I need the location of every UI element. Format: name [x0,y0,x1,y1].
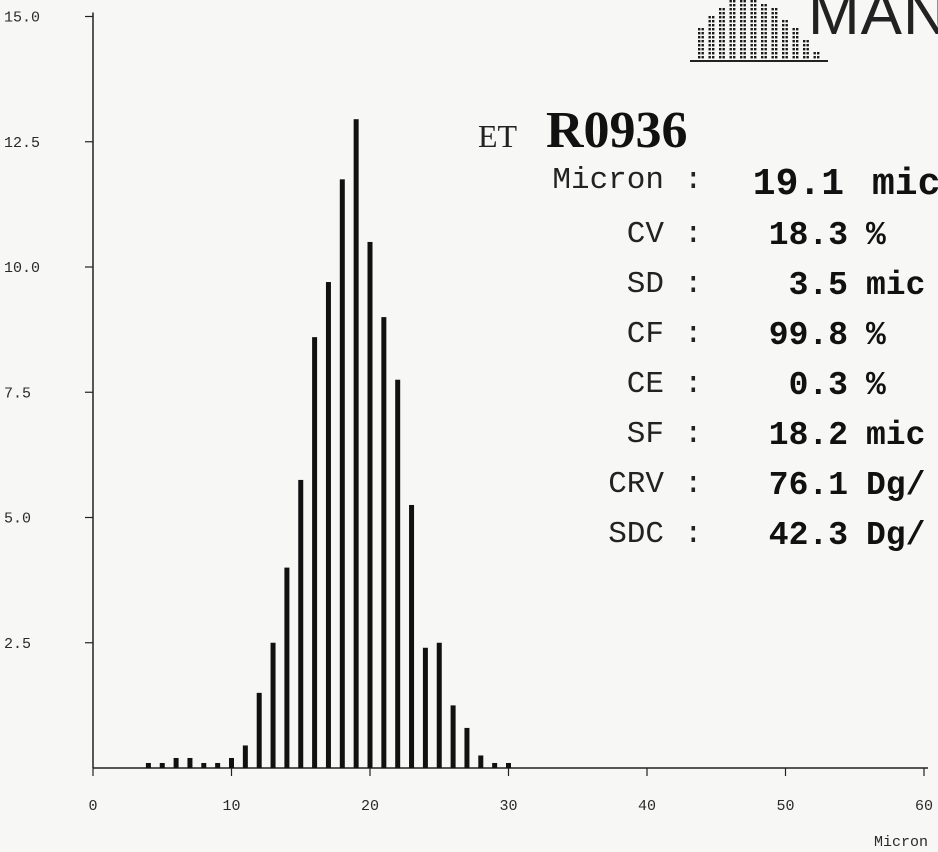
histogram-bar [339,179,345,768]
stat-unit: mic [872,163,938,206]
stat-unit: mic [866,417,926,454]
histogram-bar [395,379,401,768]
histogram-bar [145,762,151,768]
stat-colon: : [684,163,703,198]
stat-unit: % [866,317,886,354]
histogram-bar [270,642,276,768]
stat-value: 3.5 [788,267,848,304]
histogram-bar [381,317,387,768]
stat-colon: : [684,267,703,302]
x-axis: 0 10 20 30 40 50 60 [88,767,933,815]
y-axis: 2.5 5.0 7.5 10.0 12.5 15.0 [4,10,94,768]
x-tick-label: 20 [361,798,379,815]
stat-label: Micron [552,163,664,198]
x-tick-label: 40 [638,798,656,815]
histogram-bar [173,757,179,768]
stat-unit: Dg/ [866,517,926,554]
histogram-bar [436,642,442,768]
y-tick-label: 10.0 [4,260,40,277]
stat-unit: % [866,217,886,254]
histogram-bar [353,119,359,768]
stat-label: CE [626,367,664,402]
histogram-bar [492,762,498,768]
logo-text: MAN [808,0,938,48]
histogram-bar [298,479,304,768]
histogram-bar [242,745,248,768]
histogram-bar [215,762,221,768]
x-tick-label: 30 [499,798,517,815]
stat-colon: : [684,517,703,552]
stat-label: SD [626,267,664,302]
x-tick-label: 0 [88,798,97,815]
sample-prefix: ET [478,118,518,154]
histogram-bar [229,757,234,768]
histogram-bar [325,282,331,768]
stat-value: 99.8 [768,317,848,354]
y-tick-label: 12.5 [4,135,40,152]
histogram-bar [464,727,470,768]
histogram-bar [450,705,456,768]
histogram-bar [312,337,318,768]
x-tick-label: 10 [222,798,240,815]
histogram-bar [409,504,415,768]
stat-value: 0.3 [788,367,848,404]
stat-label: SF [626,417,664,452]
y-tick-label: 5.0 [4,511,31,528]
x-tick-label: 60 [915,798,933,815]
stat-value: 19.1 [752,163,844,206]
histogram-bar [478,755,484,768]
histogram-bar [367,241,373,768]
stat-unit: % [866,367,886,404]
stat-label: SDC [608,517,664,552]
bar-histogram-logo-icon [698,0,820,59]
histogram-bar [201,762,207,768]
y-tick-label: 2.5 [4,636,31,653]
y-tick-label: 7.5 [4,385,31,402]
stat-value: 18.3 [768,217,848,254]
stat-colon: : [684,467,703,502]
histogram-bars [145,119,511,768]
histogram-bar [256,692,262,768]
x-tick-label: 50 [776,798,794,815]
stat-value: 18.2 [768,417,848,454]
histogram-bar [159,762,165,768]
logo-underline [690,60,828,62]
y-tick-label: 15.0 [4,10,40,27]
stat-label: CV [626,217,664,252]
x-axis-label: Micron [874,834,928,851]
sample-id: R0936 [546,102,688,159]
stat-colon: : [684,417,703,452]
stat-colon: : [684,367,703,402]
histogram-bar [506,762,511,768]
stat-unit: mic [866,267,926,304]
stat-value: 42.3 [768,517,848,554]
stat-colon: : [684,217,703,252]
stat-unit: Dg/ [866,467,926,504]
histogram-bar [284,567,290,768]
histogram-bar [187,757,193,768]
stat-label: CF [626,317,664,352]
stat-colon: : [684,317,703,352]
stat-value: 76.1 [768,467,848,504]
histogram-bar [422,647,428,768]
stat-label: CRV [608,467,664,502]
